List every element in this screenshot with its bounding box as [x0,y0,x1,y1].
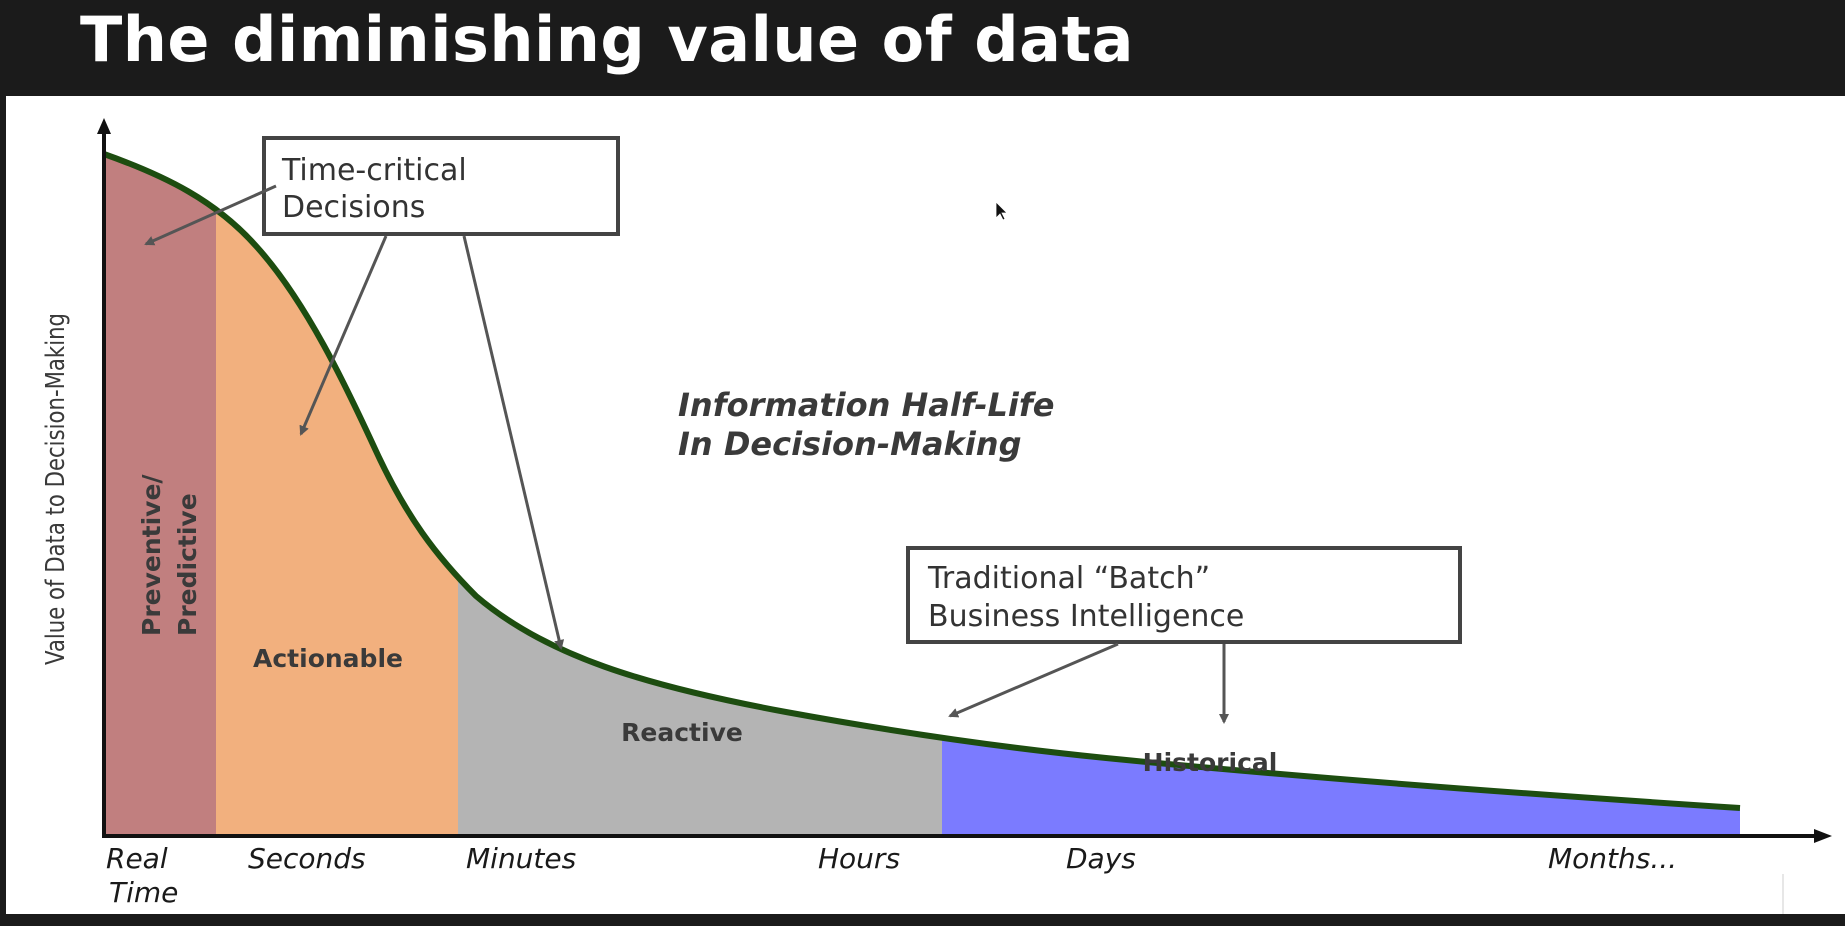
x-tick-label-real: Real [106,842,168,875]
callout-batch: Traditional “Batch” Business Intelligenc… [906,546,1462,724]
y-axis-arrow-icon [97,118,111,134]
y-axis-label: Value of Data to Decision-Making [41,313,71,665]
x-tick-label-hours: Hours [818,842,900,875]
callout-time-critical: Time-critical Decisions [144,136,620,650]
region-label-actionable: Actionable [253,644,403,673]
region-fill-historical [942,154,1740,836]
x-tick-label-months: Months... [1548,842,1677,875]
diagram-svg: Value of Data to Decision-Making Prevent… [41,118,1832,914]
callout-arrow-preventive [144,184,277,246]
slide-title: The diminishing value of data [80,3,1134,76]
info-text-line2: In Decision-Making [678,425,1021,463]
region-label-reactive: Reactive [621,718,743,747]
x-tick-label-seconds: Seconds [248,842,366,875]
region-label-preventive-line2: Predictive [173,493,202,636]
region-fill-preventive [104,154,216,836]
callout-batch-line2: Business Intelligence [928,599,1244,634]
callout-batch-line1: Traditional “Batch” [927,561,1210,596]
x-tick-label-minutes: Minutes [466,842,576,875]
callout-arrow-reactive [462,235,565,650]
x-tick-label-days: Days [1066,842,1136,875]
callout-time-critical-line1: Time-critical [281,153,467,188]
callout-time-critical-box [262,136,620,236]
region-label-historical: Historical [1143,748,1278,777]
value-curve [102,151,1741,811]
callout-time-critical-line2: Decisions [282,190,425,225]
region-label-preventive-line1: Preventive/ [137,474,166,636]
callout-batch-box [906,546,1462,644]
x-tick-label-time: Time [109,876,178,909]
mouse-cursor-icon [995,201,1008,221]
callout-arrow-hours [948,642,1119,718]
diagram-figure: Value of Data to Decision-Making Prevent… [6,96,1845,914]
info-text-line1: Information Half-Life [678,386,1054,424]
callout-arrow-actionable [299,235,388,436]
x-axis-arrow-icon [1814,829,1832,843]
